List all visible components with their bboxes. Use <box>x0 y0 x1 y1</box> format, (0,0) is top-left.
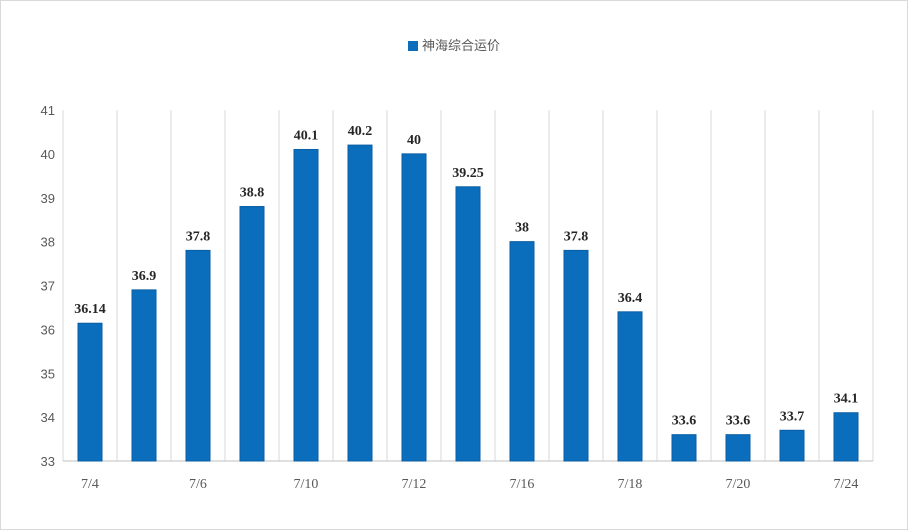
data-label: 40.2 <box>348 124 373 139</box>
y-tick-label: 38 <box>41 235 55 250</box>
bars <box>77 144 859 462</box>
x-tick-label: 7/16 <box>510 477 535 492</box>
y-tick-label: 37 <box>41 279 55 294</box>
data-label: 36.4 <box>618 291 643 306</box>
x-tick-label: 7/10 <box>294 477 319 492</box>
bar <box>509 241 535 462</box>
bar <box>239 206 265 462</box>
data-label: 37.8 <box>186 229 211 244</box>
y-tick-label: 39 <box>41 191 55 206</box>
bar <box>293 148 319 462</box>
bar <box>779 429 805 462</box>
data-label: 33.6 <box>672 414 697 429</box>
bar <box>833 412 859 462</box>
bar <box>671 434 697 462</box>
data-label: 38 <box>515 221 529 236</box>
x-tick-label: 7/12 <box>402 477 427 492</box>
data-label: 38.8 <box>240 186 265 201</box>
y-tick-label: 36 <box>41 322 55 337</box>
bar <box>77 322 103 462</box>
x-tick-label: 7/18 <box>618 477 643 492</box>
bar <box>401 153 427 462</box>
legend-label: 神海综合运价 <box>421 39 500 54</box>
y-tick-label: 35 <box>41 366 55 381</box>
x-tick-label: 7/24 <box>834 477 859 492</box>
bar <box>563 249 589 462</box>
y-tick-label: 41 <box>41 103 55 118</box>
grid-lines <box>62 110 874 461</box>
data-label: 33.7 <box>780 409 805 424</box>
data-label: 39.25 <box>452 166 484 181</box>
data-label: 40.1 <box>294 128 319 143</box>
data-label: 40 <box>407 133 421 148</box>
data-label: 33.6 <box>726 414 751 429</box>
legend-swatch <box>407 41 418 51</box>
data-labels: 36.14 36.9 37.8 38.8 40.1 40.2 40 39.25 38 37.8 36… <box>74 124 858 429</box>
data-label: 36.9 <box>132 269 157 284</box>
x-tick-label: 7/4 <box>81 477 99 492</box>
x-tick-label: 7/20 <box>726 477 751 492</box>
bar <box>455 186 481 462</box>
y-tick-label: 40 <box>41 147 55 162</box>
x-tick-label: 7/6 <box>189 477 207 492</box>
bar <box>131 289 157 462</box>
legend: 神海综合运价 <box>0 35 908 54</box>
tick-labels: 33 34 35 36 37 38 39 40 41 7/4 7/6 7/10 7/12 7/16 7/18… <box>41 103 859 492</box>
y-tick-label: 34 <box>41 410 55 425</box>
data-label: 37.8 <box>564 229 589 244</box>
data-label: 34.1 <box>834 392 859 407</box>
bar <box>185 249 211 462</box>
bar <box>725 434 751 462</box>
bar <box>617 311 643 462</box>
data-label: 36.14 <box>74 302 106 317</box>
y-tick-label: 33 <box>41 454 55 469</box>
bar <box>347 144 373 462</box>
